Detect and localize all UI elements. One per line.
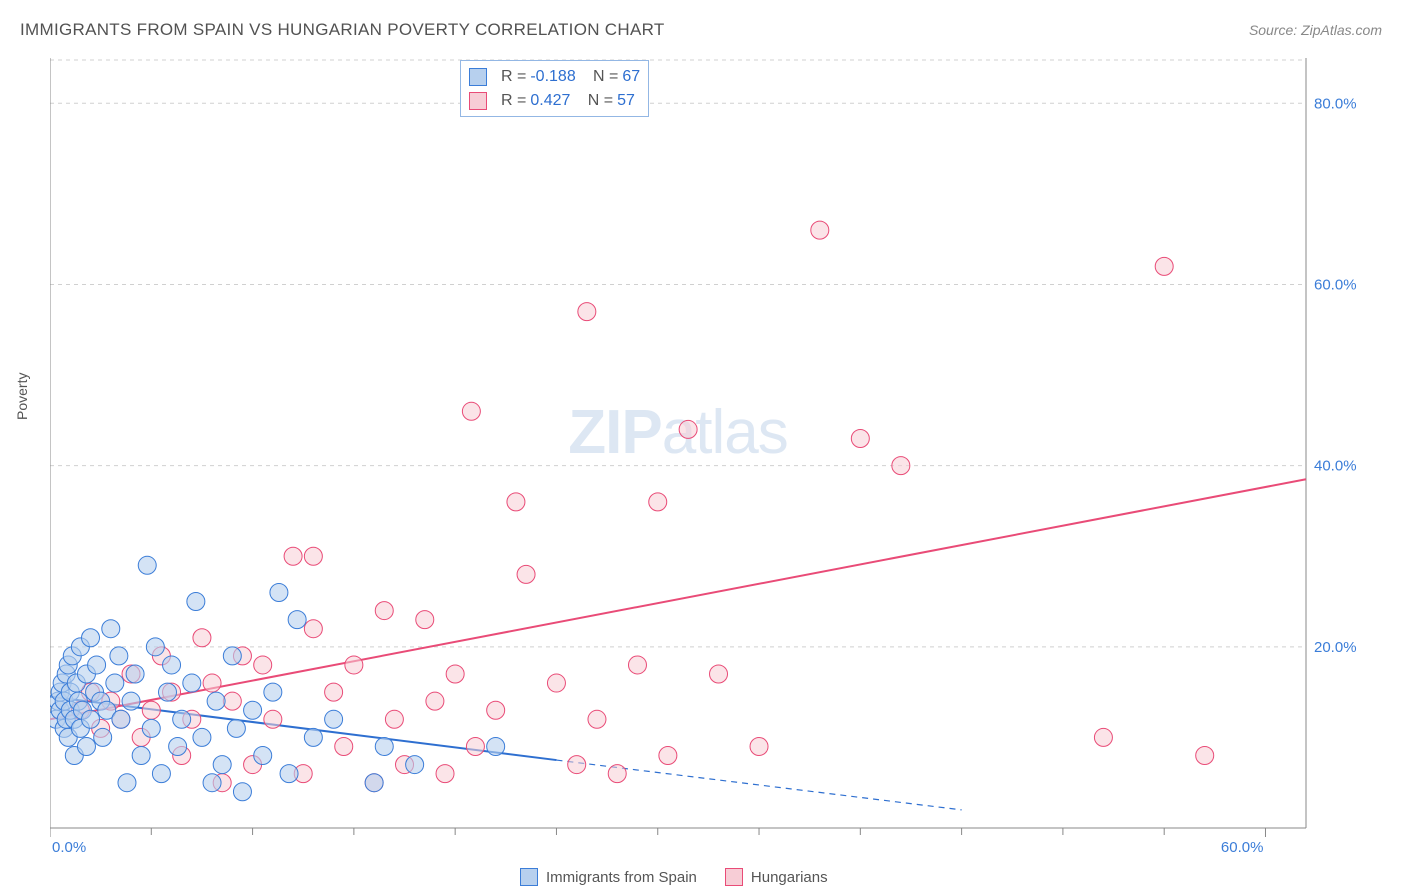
svg-text:60.0%: 60.0% bbox=[1221, 839, 1264, 856]
svg-text:0.0%: 0.0% bbox=[52, 839, 86, 856]
legend-swatch bbox=[725, 868, 743, 886]
stats-text: R = -0.188 N = 67 bbox=[501, 65, 640, 89]
stats-row: R = -0.188 N = 67 bbox=[469, 65, 640, 89]
stats-text: R = 0.427 N = 57 bbox=[501, 89, 635, 113]
legend-item: Hungarians bbox=[725, 868, 828, 886]
legend-swatch bbox=[520, 868, 538, 886]
legend-label: Hungarians bbox=[751, 869, 828, 886]
legend-swatch bbox=[469, 68, 487, 86]
legend-item: Immigrants from Spain bbox=[520, 868, 697, 886]
chart-plot-area: 20.0%40.0%60.0%80.0%ZIPatlas0.0%60.0% bbox=[50, 58, 1360, 848]
chart-title: IMMIGRANTS FROM SPAIN VS HUNGARIAN POVER… bbox=[20, 20, 665, 40]
source-attribution: Source: ZipAtlas.com bbox=[1249, 22, 1382, 38]
svg-text:20.0%: 20.0% bbox=[1314, 639, 1357, 656]
svg-text:80.0%: 80.0% bbox=[1314, 95, 1357, 112]
series-legend: Immigrants from Spain Hungarians bbox=[520, 868, 828, 886]
stats-row: R = 0.427 N = 57 bbox=[469, 89, 640, 113]
correlation-stats-box: R = -0.188 N = 67R = 0.427 N = 57 bbox=[460, 60, 649, 117]
legend-swatch bbox=[469, 92, 487, 110]
svg-text:ZIPatlas: ZIPatlas bbox=[568, 398, 787, 467]
legend-label: Immigrants from Spain bbox=[546, 869, 697, 886]
svg-text:40.0%: 40.0% bbox=[1314, 458, 1357, 475]
svg-text:60.0%: 60.0% bbox=[1314, 276, 1357, 293]
scatter-chart-svg: 20.0% 40.0% 60.0% 80.0% ZIPatlas 0.0% 60.0% bbox=[50, 58, 1360, 878]
y-axis-label: Poverty bbox=[14, 373, 30, 420]
